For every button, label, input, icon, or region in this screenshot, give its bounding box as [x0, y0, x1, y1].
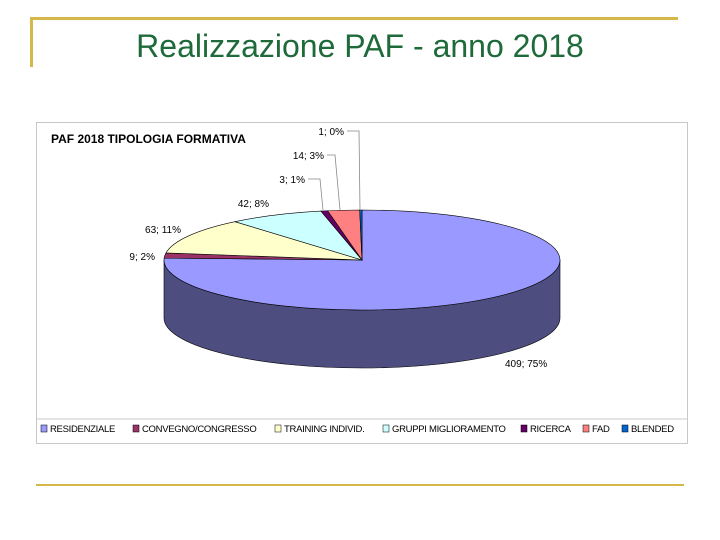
legend-swatch: [274, 424, 282, 433]
data-label: 9; 2%: [129, 252, 155, 263]
data-label: 3; 1%: [279, 175, 305, 186]
data-label: 409; 75%: [505, 359, 547, 370]
slice-gruppi-miglioramento: [234, 210, 363, 261]
leader-line: [347, 130, 361, 211]
chart-title: PAF 2018 TIPOLOGIA FORMATIVA: [51, 132, 246, 146]
legend-item: GRUPPI MIGLIORAMENTO: [382, 424, 506, 435]
data-label: 42; 8%: [238, 199, 269, 210]
data-labels: 409; 75% 9; 2% 63; 11% 42; 8% 3; 1% 14; 3% 1; …: [129, 127, 547, 370]
legend: RESIDENZIALE CONVEGNO/CONGRESSO TRAINING I…: [37, 418, 687, 435]
data-label: 14; 3%: [293, 151, 324, 162]
legend-label: FAD: [592, 424, 610, 435]
legend-item: RESIDENZIALE: [40, 424, 115, 435]
pie-chart: PAF 2018 TIPOLOGIA FORMATIVA 409; 75% 9; …: [37, 127, 687, 435]
legend-item: RICERCA: [520, 424, 572, 435]
top-accent-line: [30, 17, 678, 20]
pie-slices: [163, 209, 561, 369]
leader-line: [308, 178, 324, 211]
legend-item: FAD: [582, 424, 610, 435]
legend-label: GRUPPI MIGLIORAMENTO: [392, 424, 506, 435]
leader-line: [327, 154, 341, 211]
legend-swatch: [520, 424, 528, 433]
slide-title: Realizzazione PAF - anno 2018: [136, 28, 584, 64]
bottom-accent-line: [36, 484, 684, 486]
legend-label: RICERCA: [530, 424, 572, 435]
legend-label: CONVEGNO/CONGRESSO: [142, 424, 256, 435]
legend-item: CONVEGNO/CONGRESSO: [132, 424, 257, 435]
legend-swatch: [40, 424, 48, 433]
left-accent-line: [30, 17, 33, 67]
data-label: 63; 11%: [145, 225, 181, 236]
legend-swatch: [382, 424, 390, 433]
legend-swatch: [132, 424, 140, 433]
legend-item: BLENDED: [621, 424, 675, 435]
legend-label: RESIDENZIALE: [50, 424, 115, 435]
chart-frame: PAF 2018 TIPOLOGIA FORMATIVA 409; 75% 9; …: [36, 122, 688, 444]
slice-training-individ-: [165, 221, 363, 261]
legend-label: TRAINING INDIVID.: [284, 424, 364, 435]
data-label: 1; 0%: [318, 127, 344, 138]
legend-label: BLENDED: [631, 424, 674, 435]
legend-item: TRAINING INDIVID.: [274, 424, 365, 435]
legend-swatch: [621, 424, 629, 433]
legend-swatch: [582, 424, 590, 433]
